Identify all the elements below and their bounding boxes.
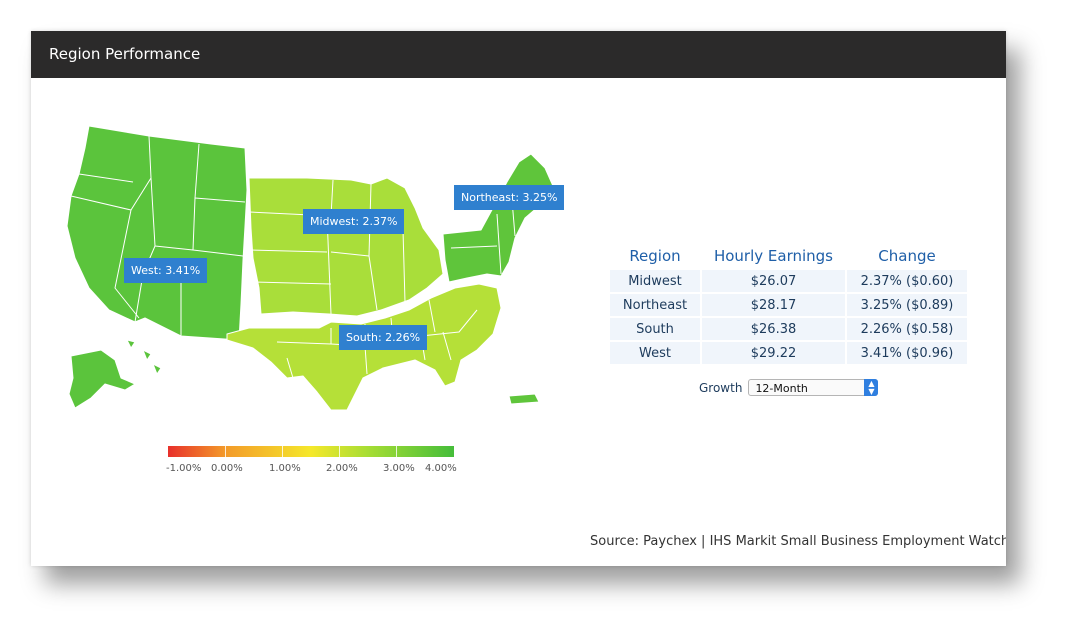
table-row: Northeast $28.17 3.25% ($0.89) bbox=[610, 294, 967, 316]
us-region-map bbox=[66, 125, 554, 411]
cell-change: 3.25% ($0.89) bbox=[847, 294, 967, 316]
legend-labels: -1.00% 0.00% 1.00% 2.00% 3.00% 4.00% bbox=[166, 463, 468, 477]
cell-region: Northeast bbox=[610, 294, 700, 316]
cell-region: Midwest bbox=[610, 270, 700, 292]
map-region-midwest[interactable] bbox=[248, 177, 444, 317]
legend-label: 2.00% bbox=[326, 463, 358, 474]
map-label-south: South: 2.26% bbox=[339, 325, 428, 350]
color-legend: -1.00% 0.00% 1.00% 2.00% 3.00% 4.00% bbox=[166, 446, 468, 477]
legend-label: -1.00% bbox=[166, 463, 202, 474]
cell-earnings: $26.38 bbox=[702, 318, 845, 340]
growth-control: Growth 12-Month ▲ ▼ bbox=[699, 379, 879, 396]
map-hawaii[interactable] bbox=[126, 339, 162, 375]
cell-change: 3.41% ($0.96) bbox=[847, 342, 967, 364]
map-region-west[interactable] bbox=[66, 125, 248, 341]
legend-gradient-bar bbox=[168, 446, 454, 457]
column-header-hourly-earnings: Hourly Earnings bbox=[713, 247, 834, 265]
map-label-midwest: Midwest: 2.37% bbox=[303, 209, 405, 234]
map-label-northeast: Northeast: 3.25% bbox=[454, 185, 565, 210]
legend-label: 4.00% bbox=[425, 463, 457, 474]
header-bar: Region Performance bbox=[31, 31, 1006, 78]
map-label-west: West: 3.41% bbox=[124, 258, 208, 283]
growth-selected-value: 12-Month bbox=[755, 382, 808, 395]
source-note: Source: Paychex | IHS Markit Small Busin… bbox=[590, 534, 1006, 549]
table-row: Midwest $26.07 2.37% ($0.60) bbox=[610, 270, 967, 292]
cell-region: West bbox=[610, 342, 700, 364]
table-row: South $26.38 2.26% ($0.58) bbox=[610, 318, 967, 340]
column-header-region: Region bbox=[629, 247, 681, 265]
column-header-change: Change bbox=[878, 247, 936, 265]
map-region-northeast[interactable] bbox=[442, 153, 554, 283]
select-arrows-icon: ▲ ▼ bbox=[864, 379, 879, 396]
growth-label: Growth bbox=[699, 380, 743, 395]
map-alaska[interactable] bbox=[68, 349, 136, 409]
map-puerto-rico[interactable] bbox=[508, 393, 540, 405]
cell-earnings: $26.07 bbox=[702, 270, 845, 292]
cell-earnings: $28.17 bbox=[702, 294, 845, 316]
cell-region: South bbox=[610, 318, 700, 340]
cell-change: 2.37% ($0.60) bbox=[847, 270, 967, 292]
growth-period-select[interactable]: 12-Month ▲ ▼ bbox=[748, 379, 879, 396]
table-row: West $29.22 3.41% ($0.96) bbox=[610, 342, 967, 364]
region-earnings-table: Region Hourly Earnings Change Midwest $2… bbox=[608, 244, 969, 366]
legend-label: 1.00% bbox=[269, 463, 301, 474]
region-performance-card: Region Performance bbox=[31, 31, 1006, 566]
cell-change: 2.26% ($0.58) bbox=[847, 318, 967, 340]
page-title: Region Performance bbox=[49, 45, 201, 63]
cell-earnings: $29.22 bbox=[702, 342, 845, 364]
legend-label: 3.00% bbox=[383, 463, 415, 474]
legend-label: 0.00% bbox=[211, 463, 243, 474]
